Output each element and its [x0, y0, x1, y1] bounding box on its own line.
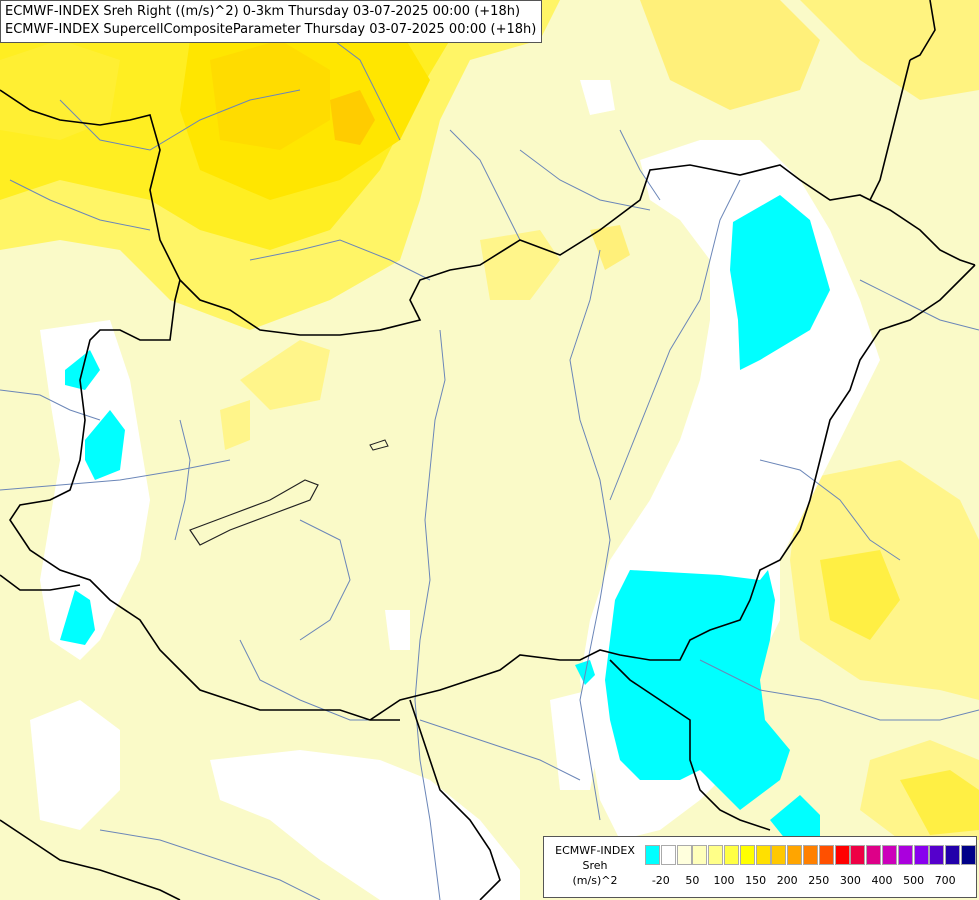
- legend-tick-label: 150: [745, 874, 767, 887]
- rivers: [0, 29, 979, 900]
- legend-tick-label: 700: [934, 874, 956, 887]
- legend-swatch: [850, 845, 866, 865]
- lake-balaton: [189, 479, 319, 546]
- map-title-box: ECMWF-INDEX Sreh Right ((m/s)^2) 0-3km T…: [0, 0, 543, 43]
- legend-swatch: [834, 845, 850, 865]
- legend-tick-label: 400: [871, 874, 893, 887]
- legend-swatch: [676, 845, 692, 865]
- legend-swatch: [708, 845, 724, 865]
- legend-tick-label: 250: [808, 874, 830, 887]
- sreh-field-yellow: [0, 0, 979, 450]
- legend-title-line-1: ECMWF-INDEX: [555, 844, 635, 857]
- legend-swatch: [913, 845, 929, 865]
- legend-swatch: [802, 845, 818, 865]
- legend-title: ECMWF-INDEX Sreh (m/s)^2: [546, 843, 644, 888]
- legend-tick-label: -20: [651, 874, 670, 887]
- legend-title-line-3: (m/s)^2: [572, 874, 618, 887]
- map-title-line-1: ECMWF-INDEX Sreh Right ((m/s)^2) 0-3km T…: [5, 4, 521, 19]
- legend-swatch: [660, 845, 676, 865]
- sreh-field-yellow-southeast: [790, 460, 979, 840]
- small-lake: [369, 439, 389, 451]
- legend-title-line-2: Sreh: [582, 859, 608, 872]
- legend-ticks: -20 50 100 150 200 250 300 400 500 700: [645, 874, 975, 890]
- legend-swatch: [739, 845, 755, 865]
- legend-tick-label: 300: [839, 874, 861, 887]
- legend-tick-label: 500: [903, 874, 925, 887]
- legend-swatch: [787, 845, 803, 865]
- legend-swatch: [692, 845, 708, 865]
- legend-swatch: [929, 845, 945, 865]
- legend-swatch: [771, 845, 787, 865]
- legend-swatch: [818, 845, 834, 865]
- color-legend: ECMWF-INDEX Sreh (m/s)^2 -20 50 100 150 200 2…: [543, 836, 977, 898]
- legend-swatch: [960, 845, 976, 865]
- legend-tick-label: 200: [776, 874, 798, 887]
- legend-swatch: [723, 845, 739, 865]
- legend-color-bar: [645, 845, 977, 865]
- legend-swatch: [866, 845, 882, 865]
- sreh-field-cyan: [60, 195, 830, 845]
- legend-swatch: [881, 845, 897, 865]
- legend-swatch: [645, 845, 660, 865]
- map-title-line-2: ECMWF-INDEX SupercellCompositeParameter …: [5, 22, 537, 37]
- legend-swatch: [945, 845, 961, 865]
- legend-tick-label: 50: [685, 874, 700, 887]
- legend-swatch: [755, 845, 771, 865]
- legend-tick-label: 100: [713, 874, 735, 887]
- legend-swatch: [897, 845, 913, 865]
